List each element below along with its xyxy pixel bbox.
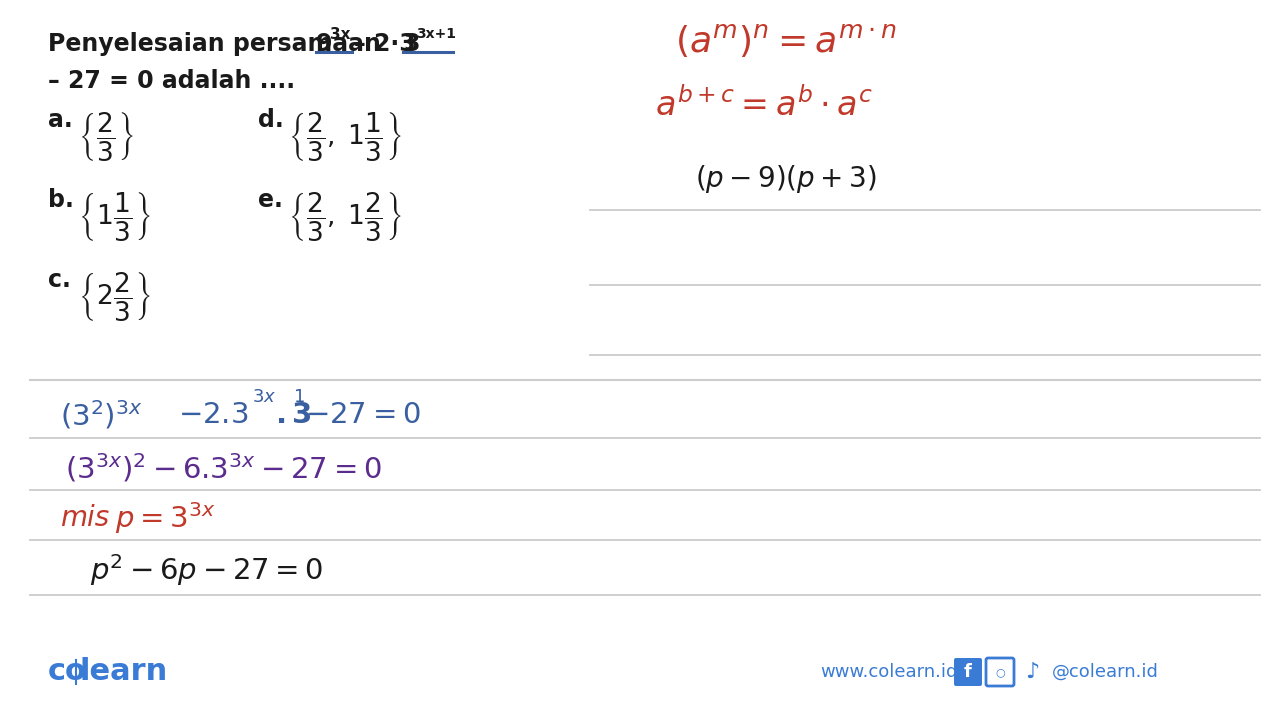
FancyBboxPatch shape: [954, 658, 982, 686]
Text: $(3^2)^{3x}$: $(3^2)^{3x}$: [60, 399, 143, 431]
Text: c.: c.: [49, 268, 70, 292]
Text: – 27 = 0 adalah ....: – 27 = 0 adalah ....: [49, 69, 296, 93]
Text: $\left\{\dfrac{2}{3}\right\}$: $\left\{\dfrac{2}{3}\right\}$: [78, 110, 134, 163]
Text: ○: ○: [995, 667, 1005, 677]
Text: $\left\{\dfrac{2}{3},\;1\dfrac{1}{3}\right\}$: $\left\{\dfrac{2}{3},\;1\dfrac{1}{3}\rig…: [288, 110, 402, 163]
Text: 3x: 3x: [330, 27, 351, 42]
Text: – 2·3: – 2·3: [355, 32, 416, 56]
Text: co: co: [49, 657, 87, 686]
Text: 9: 9: [316, 32, 333, 56]
Text: @colearn.id: @colearn.id: [1052, 663, 1158, 681]
Text: $3x$: $3x$: [252, 388, 276, 406]
Text: $1$: $1$: [293, 388, 305, 406]
Text: $(a^m)^n = a^{m \cdot n}$: $(a^m)^n = a^{m \cdot n}$: [675, 22, 897, 59]
Text: $p^2 - 6p - 27 = 0$: $p^2 - 6p - 27 = 0$: [90, 552, 324, 588]
Text: 3x+1: 3x+1: [416, 27, 456, 41]
Text: f: f: [964, 663, 972, 681]
Text: Penyelesaian persamaan: Penyelesaian persamaan: [49, 32, 389, 56]
Text: $\left\{\dfrac{2}{3},\;1\dfrac{2}{3}\right\}$: $\left\{\dfrac{2}{3},\;1\dfrac{2}{3}\rig…: [288, 190, 402, 243]
Text: www.colearn.id: www.colearn.id: [820, 663, 957, 681]
Text: b.: b.: [49, 188, 74, 212]
Text: 3: 3: [403, 32, 420, 56]
Text: $\mathbf{.3}$: $\mathbf{.3}$: [275, 401, 312, 429]
Text: mis: mis: [60, 504, 109, 532]
Text: $a^{b+c} = a^b \cdot a^c$: $a^{b+c} = a^b \cdot a^c$: [655, 88, 873, 124]
Text: learn: learn: [79, 657, 168, 686]
Text: $\left\{2\dfrac{2}{3}\right\}$: $\left\{2\dfrac{2}{3}\right\}$: [78, 270, 151, 323]
Text: ♪: ♪: [1025, 662, 1039, 682]
Text: e.: e.: [259, 188, 283, 212]
Text: $- 2.3$: $- 2.3$: [178, 401, 248, 429]
Text: d.: d.: [259, 108, 284, 132]
Text: $( p-9)( p+3)$: $( p-9)( p+3)$: [695, 163, 877, 195]
Text: $p= 3^{3x}$: $p= 3^{3x}$: [115, 500, 215, 536]
Text: a.: a.: [49, 108, 73, 132]
Text: $\left\{1\dfrac{1}{3}\right\}$: $\left\{1\dfrac{1}{3}\right\}$: [78, 190, 151, 243]
Text: $(3^{3x})^2 - 6.3^{3x} - 27 = 0$: $(3^{3x})^2 - 6.3^{3x} - 27 = 0$: [65, 451, 381, 485]
Text: $- 27 = 0$: $- 27 = 0$: [305, 401, 421, 429]
